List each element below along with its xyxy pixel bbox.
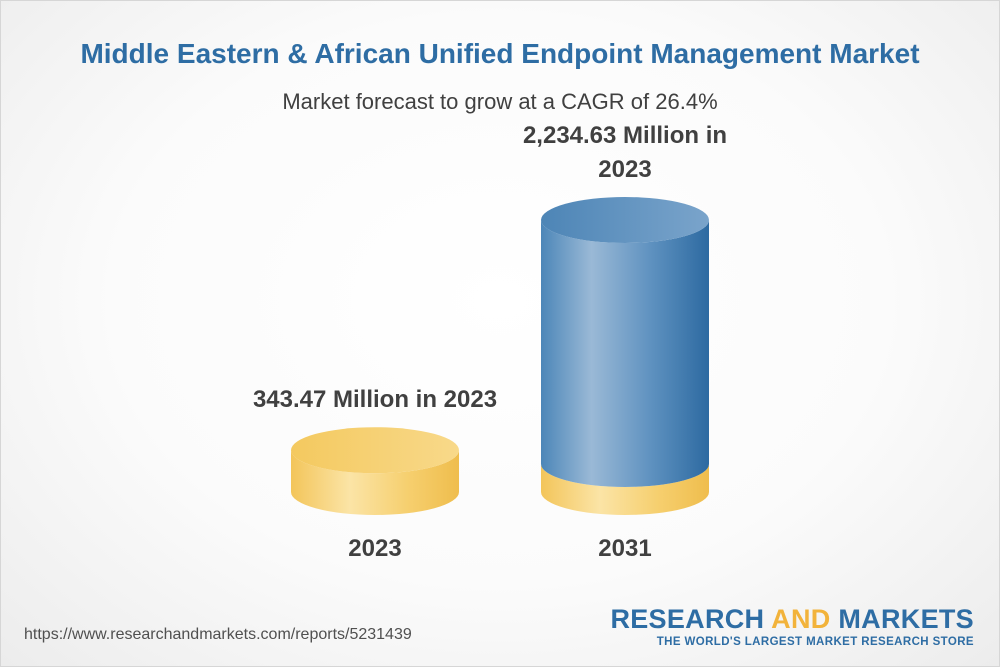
brand-name: RESEARCH AND MARKETS (610, 604, 974, 634)
data-label-2023: 343.47 Million in 2023 (253, 386, 497, 413)
chart-title: Middle Eastern & African Unified Endpoin… (80, 38, 920, 69)
cylinder-chart: 2023 343.47 Million in 2023 2031 2,234.63 M… (253, 122, 727, 562)
source-url: https://www.researchandmarkets.com/repor… (24, 626, 412, 643)
bar-2031-top (541, 197, 709, 243)
brand-name-part1: RESEARCH (610, 604, 765, 634)
bar-2031-growth (541, 220, 709, 487)
brand-name-part3: MARKETS (838, 604, 974, 634)
brand-logo: RESEARCH AND MARKETS THE WORLD'S LARGEST… (610, 604, 974, 648)
bar-2023-top (291, 427, 459, 474)
x-tick-label-2023: 2023 (348, 535, 401, 562)
data-label-2031: 2,234.63 Million in 2023 (523, 122, 727, 183)
brand-name-part2: AND (771, 604, 831, 634)
bar-2031-base (541, 464, 709, 515)
bar-2023-body (291, 450, 459, 515)
brand-tagline: THE WORLD'S LARGEST MARKET RESEARCH STOR… (656, 636, 974, 648)
x-tick-label-2031: 2031 (598, 535, 651, 562)
chart-subtitle: Market forecast to grow at a CAGR of 26.… (282, 89, 718, 114)
